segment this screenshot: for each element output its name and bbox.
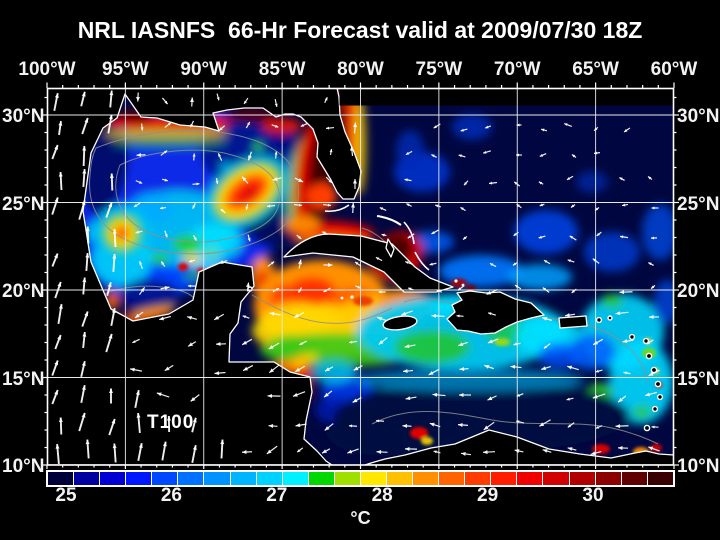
colorbar-tick-label: 25 — [55, 485, 77, 506]
colorbar-cell — [48, 472, 74, 485]
lat-tick-label: 30°N — [677, 106, 720, 127]
colorbar-cell — [308, 472, 334, 485]
lon-tick-label: 65°W — [572, 59, 619, 80]
field-depth-label: T100 — [147, 412, 194, 433]
lon-tick-label: 60°W — [650, 59, 698, 80]
island-jamaica — [382, 315, 418, 331]
colorbar-cell — [491, 472, 517, 485]
lon-tick-label: 95°W — [102, 59, 149, 80]
colorbar-cell — [204, 472, 230, 485]
lon-tick-label: 75°W — [415, 59, 463, 80]
colorbar-cell — [152, 472, 178, 485]
temperature-colorbar — [46, 470, 675, 487]
colorbar-cell — [360, 472, 387, 485]
island-puerto-rico — [558, 315, 588, 329]
colorbar-cell — [126, 472, 152, 485]
land-south-america — [364, 429, 674, 465]
colorbar-cell — [282, 472, 308, 485]
island-andros — [385, 238, 395, 258]
colorbar-cell — [647, 472, 673, 485]
island-cuba — [283, 233, 454, 293]
colorbar-cell — [569, 472, 595, 485]
colorbar-cell — [256, 472, 282, 485]
axis-tick-marks — [42, 82, 679, 469]
lat-tick-label: 15°N — [2, 368, 45, 390]
current-vector-arrows — [51, 90, 660, 465]
colorbar-tick-label: 26 — [160, 485, 182, 506]
lat-tick-label: 10°N — [677, 456, 720, 477]
graticule — [47, 88, 674, 465]
colorbar-cell — [465, 472, 491, 485]
model-domain-mask — [339, 88, 674, 106]
colorbar-tick-label: 28 — [371, 485, 393, 506]
colorbar-cell — [178, 472, 204, 485]
lat-tick-label: 25°N — [2, 193, 45, 215]
lat-tick-label: 20°N — [2, 281, 45, 302]
colorbar-cell — [74, 472, 100, 485]
colorbar-cell — [517, 472, 543, 485]
lon-tick-label: 85°W — [258, 59, 306, 80]
lat-tick-label: 15°N — [677, 368, 720, 390]
colorbar-cell — [413, 472, 439, 485]
colorbar-tick-label: 27 — [266, 485, 288, 506]
lon-tick-label: 100°W — [18, 59, 76, 80]
colorbar-tick-label: 30 — [582, 485, 604, 506]
island-hispaniola — [446, 290, 545, 335]
lat-tick-label: 10°N — [2, 456, 45, 477]
colorbar-tick-label: 29 — [477, 485, 499, 506]
page-title: NRL IASNFS 66-Hr Forecast valid at 2009/… — [77, 17, 643, 43]
colorbar-cell — [230, 472, 256, 485]
colorbar-cell — [334, 472, 360, 485]
colorbar-cell — [543, 472, 569, 485]
colorbar-cell — [100, 472, 126, 485]
lon-tick-label: 90°W — [180, 59, 228, 80]
colorbar-cell — [621, 472, 647, 485]
lat-tick-label: 25°N — [677, 193, 720, 215]
lat-tick-label: 20°N — [677, 281, 720, 302]
colorbar-cell — [387, 472, 413, 485]
colorbar-cell — [439, 472, 465, 485]
colorbar-unit-label: °C — [350, 508, 371, 528]
lon-tick-label: 70°W — [493, 59, 541, 80]
lat-tick-label: 30°N — [2, 106, 45, 127]
colorbar-cell — [595, 472, 621, 485]
lon-tick-label: 80°W — [337, 59, 384, 80]
